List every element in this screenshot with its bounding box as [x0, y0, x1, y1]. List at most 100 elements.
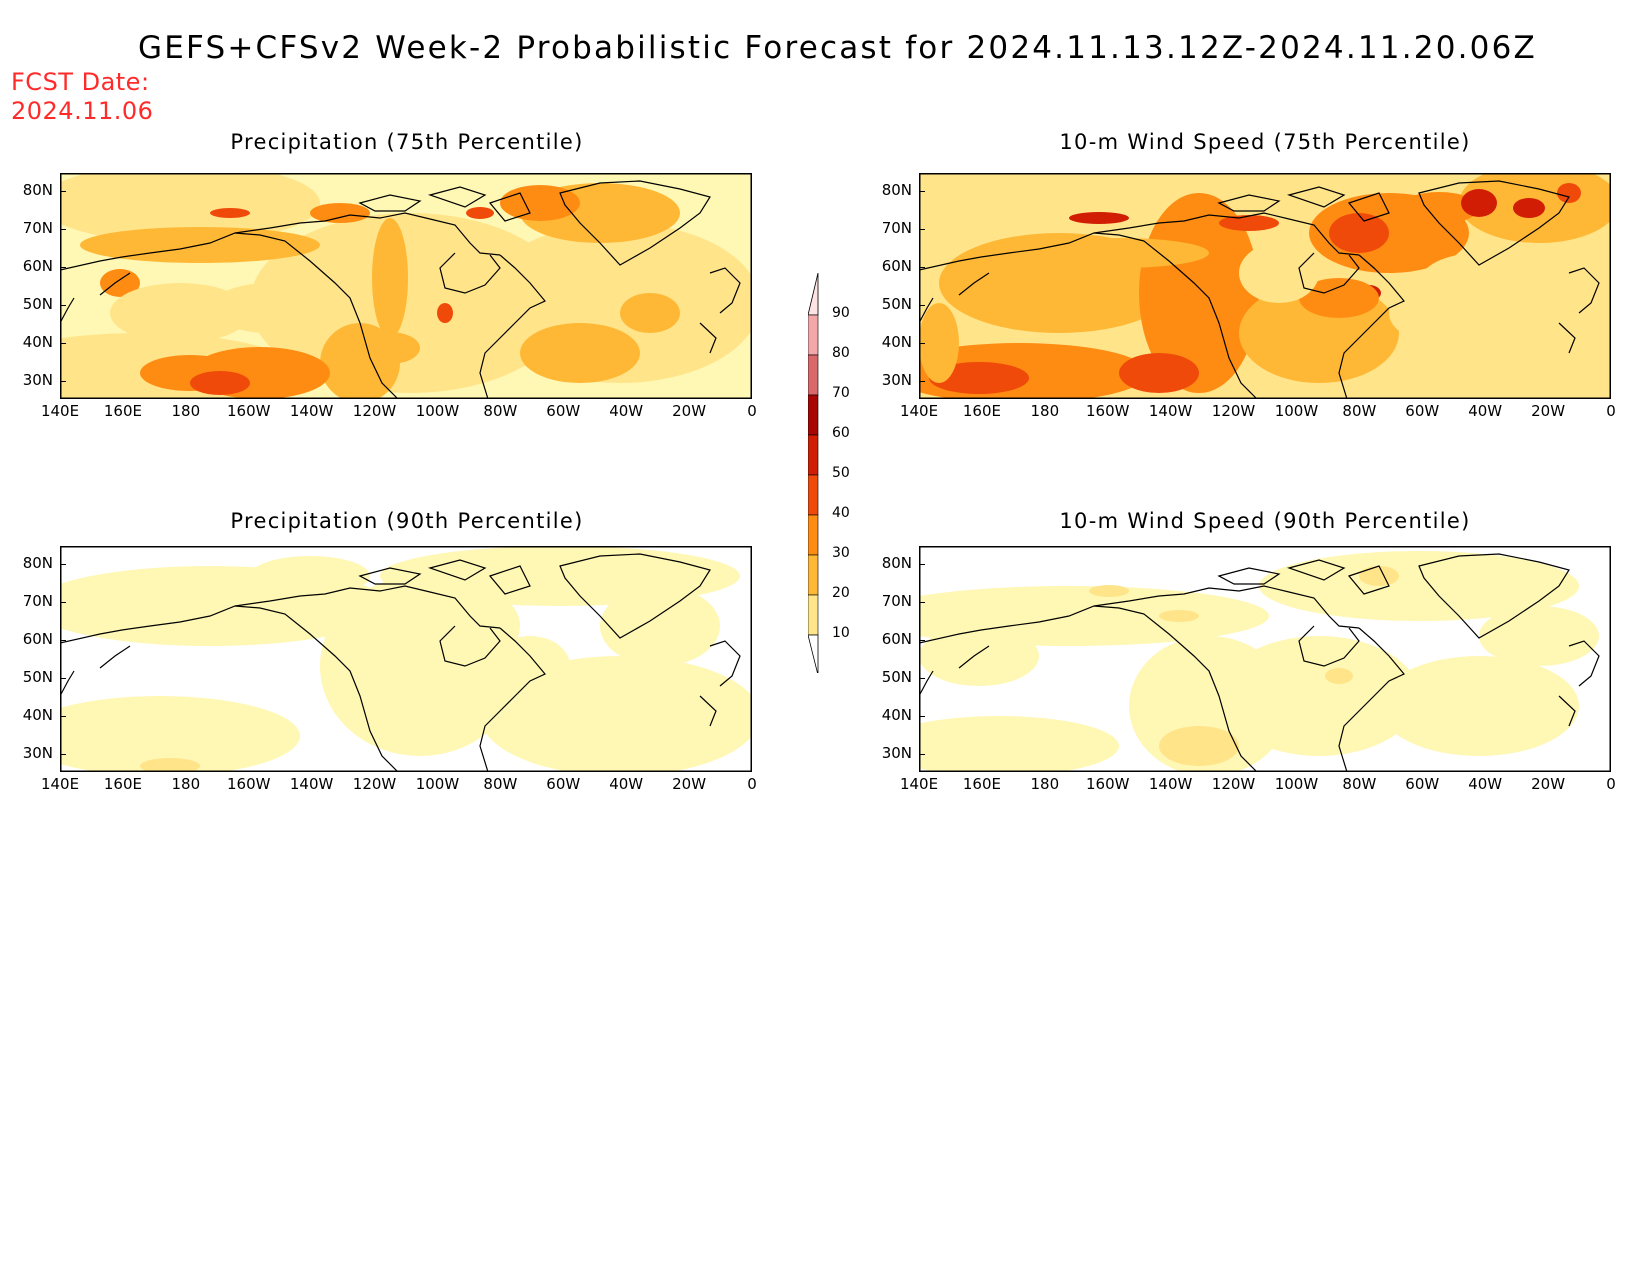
probability-contour — [60, 173, 320, 243]
lat-tick-label: 50N — [22, 295, 53, 313]
lat-tick-label: 40N — [22, 333, 53, 351]
colorbar-label: 90 — [832, 305, 850, 321]
lat-tick — [919, 564, 925, 565]
lon-tick-label: 160E — [962, 402, 1001, 420]
lat-tick — [919, 678, 925, 679]
coastline-path — [699, 267, 741, 354]
probability-contour — [929, 362, 1029, 394]
lon-tick-label: 0 — [1606, 402, 1616, 420]
colorbar-label: 50 — [832, 465, 850, 481]
probability-contour — [1379, 656, 1579, 756]
colorbar-bottom-arrow — [807, 634, 819, 676]
probability-contour — [919, 716, 1119, 772]
coastline-path — [1217, 559, 1390, 595]
lat-tick-label: 70N — [881, 219, 912, 237]
coastline-path — [439, 625, 501, 667]
map-svg — [60, 546, 752, 772]
probability-contour — [600, 586, 720, 666]
probability-contour — [372, 218, 408, 338]
coastline-path — [1418, 180, 1570, 266]
colorbar-label: 40 — [832, 505, 850, 521]
lon-tick-label: 180 — [1030, 775, 1060, 793]
lat-tick — [60, 381, 66, 382]
forecast-date-value: 2024.11.06 — [11, 97, 154, 125]
colorbar-swatch — [807, 514, 819, 556]
probability-contour — [310, 203, 370, 223]
colorbar-svg — [807, 272, 819, 676]
lon-tick-label: 140E — [899, 775, 939, 793]
probability-contour — [460, 596, 520, 656]
probability-contour — [1299, 278, 1379, 318]
probability-contour — [1419, 253, 1539, 313]
map-frame — [919, 546, 1611, 772]
lat-tick-label: 60N — [22, 630, 53, 648]
colorbar-label: 70 — [832, 385, 850, 401]
coastline-path — [559, 180, 711, 266]
probability-contour — [1359, 566, 1399, 586]
lon-tick-label: 180 — [171, 775, 201, 793]
lon-tick-label: 160W — [1085, 402, 1130, 420]
lon-tick-label: 60W — [546, 775, 581, 793]
probability-contour — [1557, 183, 1581, 203]
forecast-date-block: FCST Date: 2024.11.06 — [11, 68, 153, 126]
figure-title: GEFS+CFSv2 Week-2 Probabilistic Forecast… — [138, 30, 1537, 66]
lon-tick-label: 20W — [1531, 775, 1566, 793]
lat-tick-label: 50N — [881, 295, 912, 313]
lon-tick-label: 120W — [1211, 775, 1256, 793]
lon-tick-label: 0 — [747, 775, 757, 793]
lat-tick-label: 40N — [881, 333, 912, 351]
lat-tick-label: 30N — [22, 371, 53, 389]
probability-contour — [140, 758, 200, 772]
probability-contour — [1089, 585, 1129, 597]
coastline — [919, 180, 1600, 399]
coastline-path — [1558, 640, 1600, 727]
probability-contour — [1159, 610, 1199, 622]
lon-tick-label: 140W — [289, 775, 334, 793]
lat-tick-label: 30N — [881, 371, 912, 389]
lat-tick — [919, 716, 925, 717]
lon-tick-label: 140W — [289, 402, 334, 420]
panel-title-precip-90: Precipitation (90th Percentile) — [230, 509, 584, 533]
probability-contour — [466, 207, 494, 219]
colorbar-label: 10 — [832, 625, 850, 641]
map-precip-90 — [60, 546, 752, 772]
coastline-path — [479, 254, 546, 399]
lat-tick — [919, 754, 925, 755]
probability-contour — [1479, 606, 1599, 666]
lon-tick-label: 180 — [171, 402, 201, 420]
coastline-path — [1558, 267, 1600, 354]
colorbar-swatch — [807, 394, 819, 436]
probability-contour — [1461, 189, 1497, 217]
colorbar-swatch — [807, 594, 819, 636]
lon-tick-label: 60W — [1405, 775, 1440, 793]
map-frame — [60, 546, 752, 772]
lat-tick-label: 40N — [22, 706, 53, 724]
lon-tick-label: 80W — [1342, 775, 1377, 793]
map-svg — [919, 546, 1611, 772]
probability-contour — [110, 283, 250, 343]
lat-tick — [919, 343, 925, 344]
coastline-path — [60, 272, 131, 324]
probability-contour — [490, 636, 570, 696]
coastline-path — [1298, 252, 1360, 294]
lon-tick-label: 20W — [672, 775, 707, 793]
probability-contour — [1159, 726, 1239, 766]
probability-contour — [210, 283, 330, 333]
probability-contour — [1259, 551, 1579, 621]
lat-tick — [60, 564, 66, 565]
lon-tick-label: 160E — [103, 402, 142, 420]
coastline-path — [234, 212, 501, 256]
lon-tick-label: 0 — [747, 402, 757, 420]
coastline-path — [358, 559, 531, 595]
map-frame — [60, 173, 752, 399]
probability-shading — [60, 546, 752, 772]
lat-tick — [60, 267, 66, 268]
coastline-path — [358, 186, 531, 222]
lon-tick-label: 140W — [1148, 775, 1193, 793]
lat-tick — [919, 381, 925, 382]
lon-tick-label: 100W — [415, 402, 460, 420]
coastline-path — [919, 272, 990, 324]
probability-contour — [60, 696, 300, 772]
probability-contour — [100, 269, 140, 297]
probability-contour — [520, 323, 640, 383]
